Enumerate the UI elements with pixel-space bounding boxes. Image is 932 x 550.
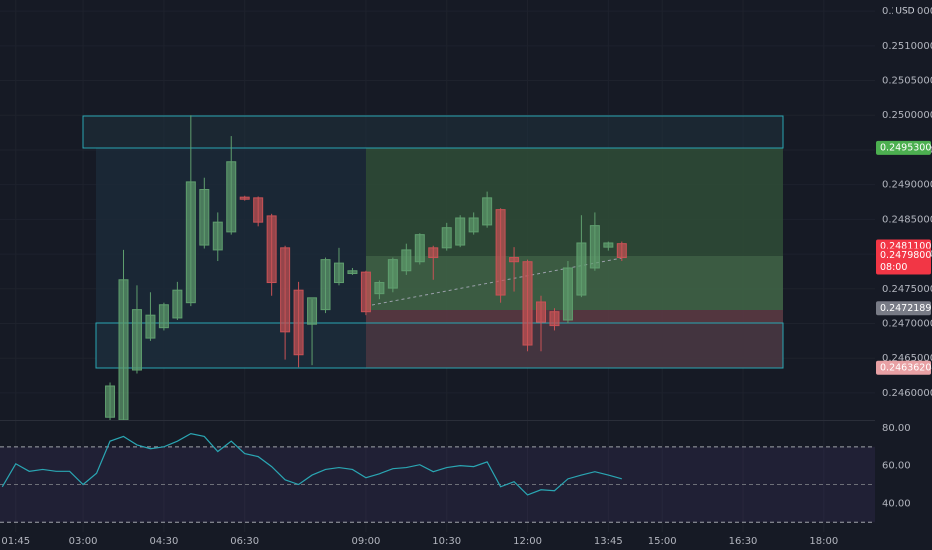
candle-body — [428, 247, 439, 259]
pane-divider — [0, 420, 875, 421]
candle-body — [266, 215, 277, 284]
rsi-tick-label: 80.00 — [882, 423, 911, 434]
y-tick-label: 0.25000000 — [882, 110, 932, 121]
candle-body — [307, 297, 318, 325]
open-pnl-zone — [366, 256, 783, 310]
x-tick-label: 09:00 — [352, 536, 381, 547]
y-tick-label: 0.24750000 — [882, 284, 932, 295]
candles — [105, 115, 627, 421]
y-tick-label: 0.25100000 — [882, 41, 932, 52]
price-label-box — [876, 140, 931, 155]
candle-body — [280, 247, 291, 333]
rsi-tick-label: 60.00 — [882, 461, 911, 472]
price-axis — [875, 0, 932, 550]
candle-body — [199, 189, 210, 246]
candle-body — [509, 257, 520, 263]
candle-body — [482, 197, 493, 226]
x-tick-label: 15:00 — [648, 536, 677, 547]
x-tick-label: 04:30 — [149, 536, 178, 547]
candle-body — [495, 209, 506, 296]
y-tick-label: 0.24700000 — [882, 319, 932, 330]
price-label: 0.24721898 — [880, 303, 932, 314]
candle-body — [212, 221, 223, 251]
candle-body — [172, 289, 183, 319]
y-tick-label: 0.24650000 — [882, 353, 932, 364]
price-label-box — [876, 248, 931, 275]
price-label: 0.24798000 — [880, 250, 932, 261]
candle-body — [387, 259, 398, 289]
candle-body — [455, 217, 466, 246]
price-label: 0.24636204 — [880, 362, 932, 373]
y-tick-label: 0.24600000 — [882, 388, 932, 399]
candle-body — [145, 314, 156, 339]
price-label-box — [876, 360, 931, 375]
rsi-pane — [0, 432, 875, 523]
x-tick-label: 13:45 — [594, 536, 623, 547]
candle-body — [253, 197, 264, 223]
price-label-box — [876, 301, 931, 316]
candle-body — [414, 234, 425, 263]
candle-body — [589, 225, 600, 269]
candle-body — [576, 242, 587, 296]
y-tick-label: 0.24850000 — [882, 214, 932, 225]
currency-badge — [893, 4, 917, 18]
candle-body — [401, 249, 412, 272]
demand-zone[interactable] — [95, 322, 784, 369]
price-label: 0.24811000 — [880, 241, 932, 252]
candle-body — [131, 309, 142, 371]
candle-body — [441, 227, 452, 249]
candle-body — [105, 385, 116, 418]
x-tick-label: 03:00 — [69, 536, 98, 547]
x-tick-label: 01:45 — [1, 536, 30, 547]
candle-body — [360, 271, 371, 313]
y-tick-label: 0.24900000 — [882, 180, 932, 191]
candle-body — [118, 279, 129, 421]
candle-body — [347, 270, 358, 275]
candle-body — [185, 181, 196, 304]
countdown: 08:00 — [880, 262, 907, 273]
y-tick-label: 0.25050000 — [882, 76, 932, 87]
rsi-tick-label: 40.00 — [882, 498, 911, 509]
candle-body — [535, 301, 546, 323]
candle-body — [522, 261, 533, 346]
candle-body — [333, 262, 344, 284]
currency-label: USD — [895, 7, 914, 17]
x-tick-label: 16:30 — [729, 536, 758, 547]
candle-body — [374, 282, 385, 295]
x-tick-label: 06:30 — [230, 536, 259, 547]
candle-body — [158, 304, 169, 329]
rsi-line — [1, 432, 622, 496]
candle-body — [320, 259, 331, 311]
x-tick-label: 10:30 — [432, 536, 461, 547]
price-label: 0.24953008 — [880, 142, 932, 153]
axes: 01:45 03:00 04:30 06:30 09:00 10:30 12:00 13:45… — [1, 4, 932, 547]
supply-zone[interactable] — [82, 115, 784, 149]
candle-body — [239, 196, 250, 200]
candle-body — [226, 161, 237, 233]
candle-body — [562, 267, 573, 321]
candle-body — [468, 217, 479, 233]
loss-zone — [366, 310, 783, 368]
x-tick-label: 12:00 — [513, 536, 542, 547]
candle-body — [549, 311, 560, 327]
candle-body — [293, 289, 304, 356]
candle-body — [603, 242, 614, 248]
candle-body — [616, 243, 627, 259]
x-tick-label: 18:00 — [809, 536, 838, 547]
